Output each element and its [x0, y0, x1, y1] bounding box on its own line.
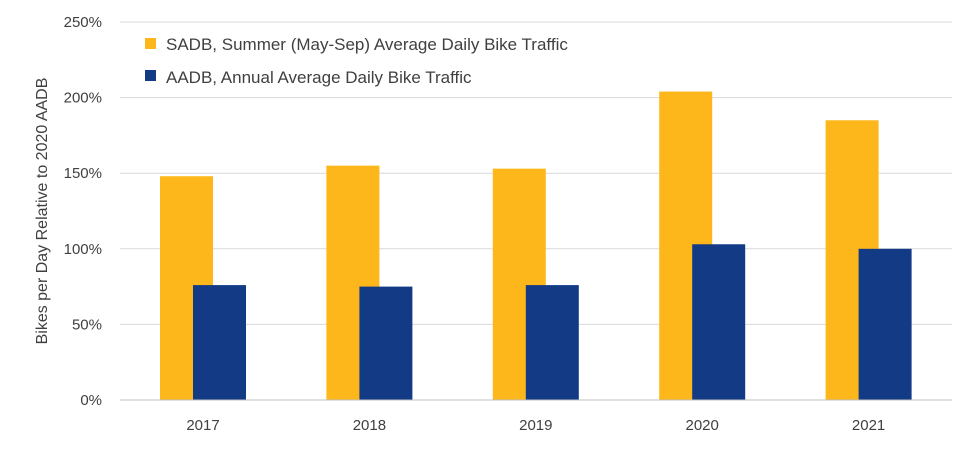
bar-aadb-2019 — [525, 285, 579, 400]
bar-aadb-2017 — [193, 285, 246, 400]
y-axis-title: Bikes per Day Relative to 2020 AADB — [34, 78, 51, 345]
bars — [120, 91, 952, 401]
x-tick-label: 2018 — [353, 417, 386, 434]
legend-label-sadb: SADB, Summer (May-Sep) Average Daily Bik… — [166, 35, 568, 54]
x-tick-label: 2021 — [852, 417, 885, 434]
y-tick-label: 200% — [64, 90, 102, 107]
bar-aadb-2021 — [858, 248, 912, 400]
y-tick-label: 0% — [80, 392, 102, 409]
y-tick-label: 150% — [64, 165, 102, 182]
legend-swatch-aadb — [145, 70, 156, 81]
x-axis-ticks: 2017 2018 2019 2020 2021 — [186, 417, 885, 434]
x-tick-label: 2020 — [686, 417, 719, 434]
y-tick-label: 250% — [64, 14, 102, 31]
legend-label-aadb: AADB, Annual Average Daily Bike Traffic — [166, 68, 472, 87]
x-tick-label: 2017 — [186, 417, 219, 434]
legend-swatch-sadb — [145, 38, 156, 49]
y-tick-label: 100% — [64, 241, 102, 258]
y-tick-label: 50% — [72, 316, 102, 333]
x-tick-label: 2019 — [519, 417, 552, 434]
legend: SADB, Summer (May-Sep) Average Daily Bik… — [145, 35, 568, 87]
y-axis-ticks: 0% 50% 100% 150% 200% 250% — [64, 14, 102, 409]
bar-aadb-2018 — [359, 286, 413, 400]
bar-aadb-2020 — [692, 244, 746, 400]
